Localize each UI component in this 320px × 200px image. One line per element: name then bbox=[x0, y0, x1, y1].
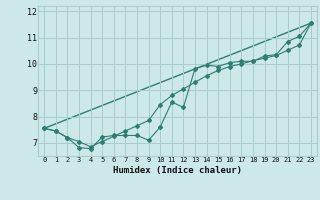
X-axis label: Humidex (Indice chaleur): Humidex (Indice chaleur) bbox=[113, 166, 242, 175]
